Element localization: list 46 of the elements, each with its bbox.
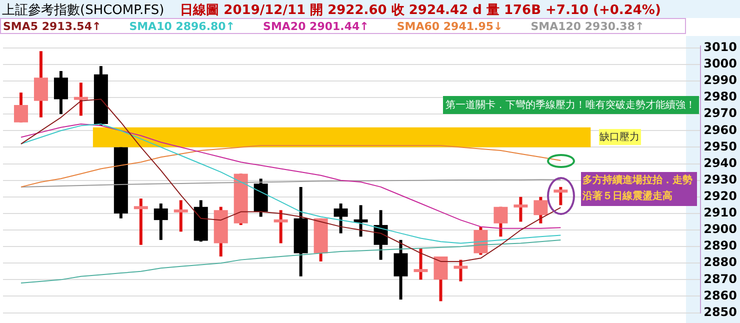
y-tick-label: 2990 <box>704 73 738 88</box>
candlestick <box>394 240 408 300</box>
candlestick <box>554 186 568 206</box>
y-tick-label: 3010 <box>704 40 738 54</box>
band-label: 缺口壓力 <box>598 129 641 146</box>
candlestick <box>14 92 28 122</box>
chart-subtitle: 日線圖 2019/12/11 開 2922.60 收 2924.42 d 量 176B +7.10 (+0.24%) <box>180 3 661 18</box>
y-tick-label: 2960 <box>704 122 738 137</box>
text: SMA20 2901.44↑ <box>263 20 369 32</box>
text: SMA120 2930.38↑ <box>530 20 644 32</box>
candlestick <box>54 71 68 114</box>
y-tick-label: 2940 <box>704 156 738 170</box>
candlestick <box>274 210 288 244</box>
y-tick-label: 2850 <box>704 304 738 319</box>
candlestick <box>374 210 388 260</box>
candlestick <box>74 82 88 116</box>
candlestick <box>34 51 48 118</box>
y-tick-label: 3000 <box>704 56 738 71</box>
candlestick <box>134 198 148 245</box>
candlestick <box>174 200 188 232</box>
candlestick <box>454 260 468 282</box>
y-tick-label: 2950 <box>704 139 738 154</box>
y-tick-label: 2890 <box>704 238 738 253</box>
text: 多方持續進場拉抬．走勢沿著５日線震盪走高 <box>580 172 697 206</box>
candlestick <box>534 196 548 224</box>
candlestick <box>354 205 368 237</box>
annotation: 第一道關卡．下彎的季線壓力！唯有突破走勢才能續強！ <box>442 96 699 114</box>
text: SMA5 2913.54↑ <box>3 20 102 32</box>
y-tick-label: 2920 <box>704 189 738 204</box>
y-tick-label: 2980 <box>704 90 738 104</box>
y-tick-label: 2930 <box>704 172 738 186</box>
chart-title: 上証參考指數(SHCOMP.FS) <box>2 3 164 18</box>
candlestick <box>334 204 348 234</box>
candlestick <box>434 256 448 302</box>
y-tick-label: 2860 <box>704 288 738 302</box>
y-tick-label: 2970 <box>704 106 738 120</box>
candlestick <box>494 206 508 237</box>
candlestick <box>414 248 428 280</box>
candlestick <box>514 196 528 222</box>
y-tick-label: 2880 <box>704 255 738 270</box>
text: SMA10 2896.80↑ <box>129 20 236 32</box>
y-tick-label: 2910 <box>704 206 738 220</box>
y-tick-label: 2870 <box>704 272 738 286</box>
y-tick-label: 2900 <box>704 222 738 236</box>
text: SMA60 2941.95↓ <box>396 20 503 32</box>
candlestick <box>154 204 168 240</box>
